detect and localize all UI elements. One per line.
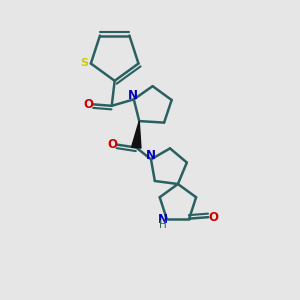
Polygon shape [132, 121, 141, 148]
Text: N: N [158, 213, 168, 226]
Text: O: O [84, 98, 94, 111]
Text: N: N [128, 89, 138, 102]
Text: H: H [159, 220, 167, 230]
Text: S: S [80, 58, 88, 68]
Text: O: O [107, 138, 117, 151]
Text: O: O [208, 211, 218, 224]
Text: N: N [146, 149, 156, 162]
